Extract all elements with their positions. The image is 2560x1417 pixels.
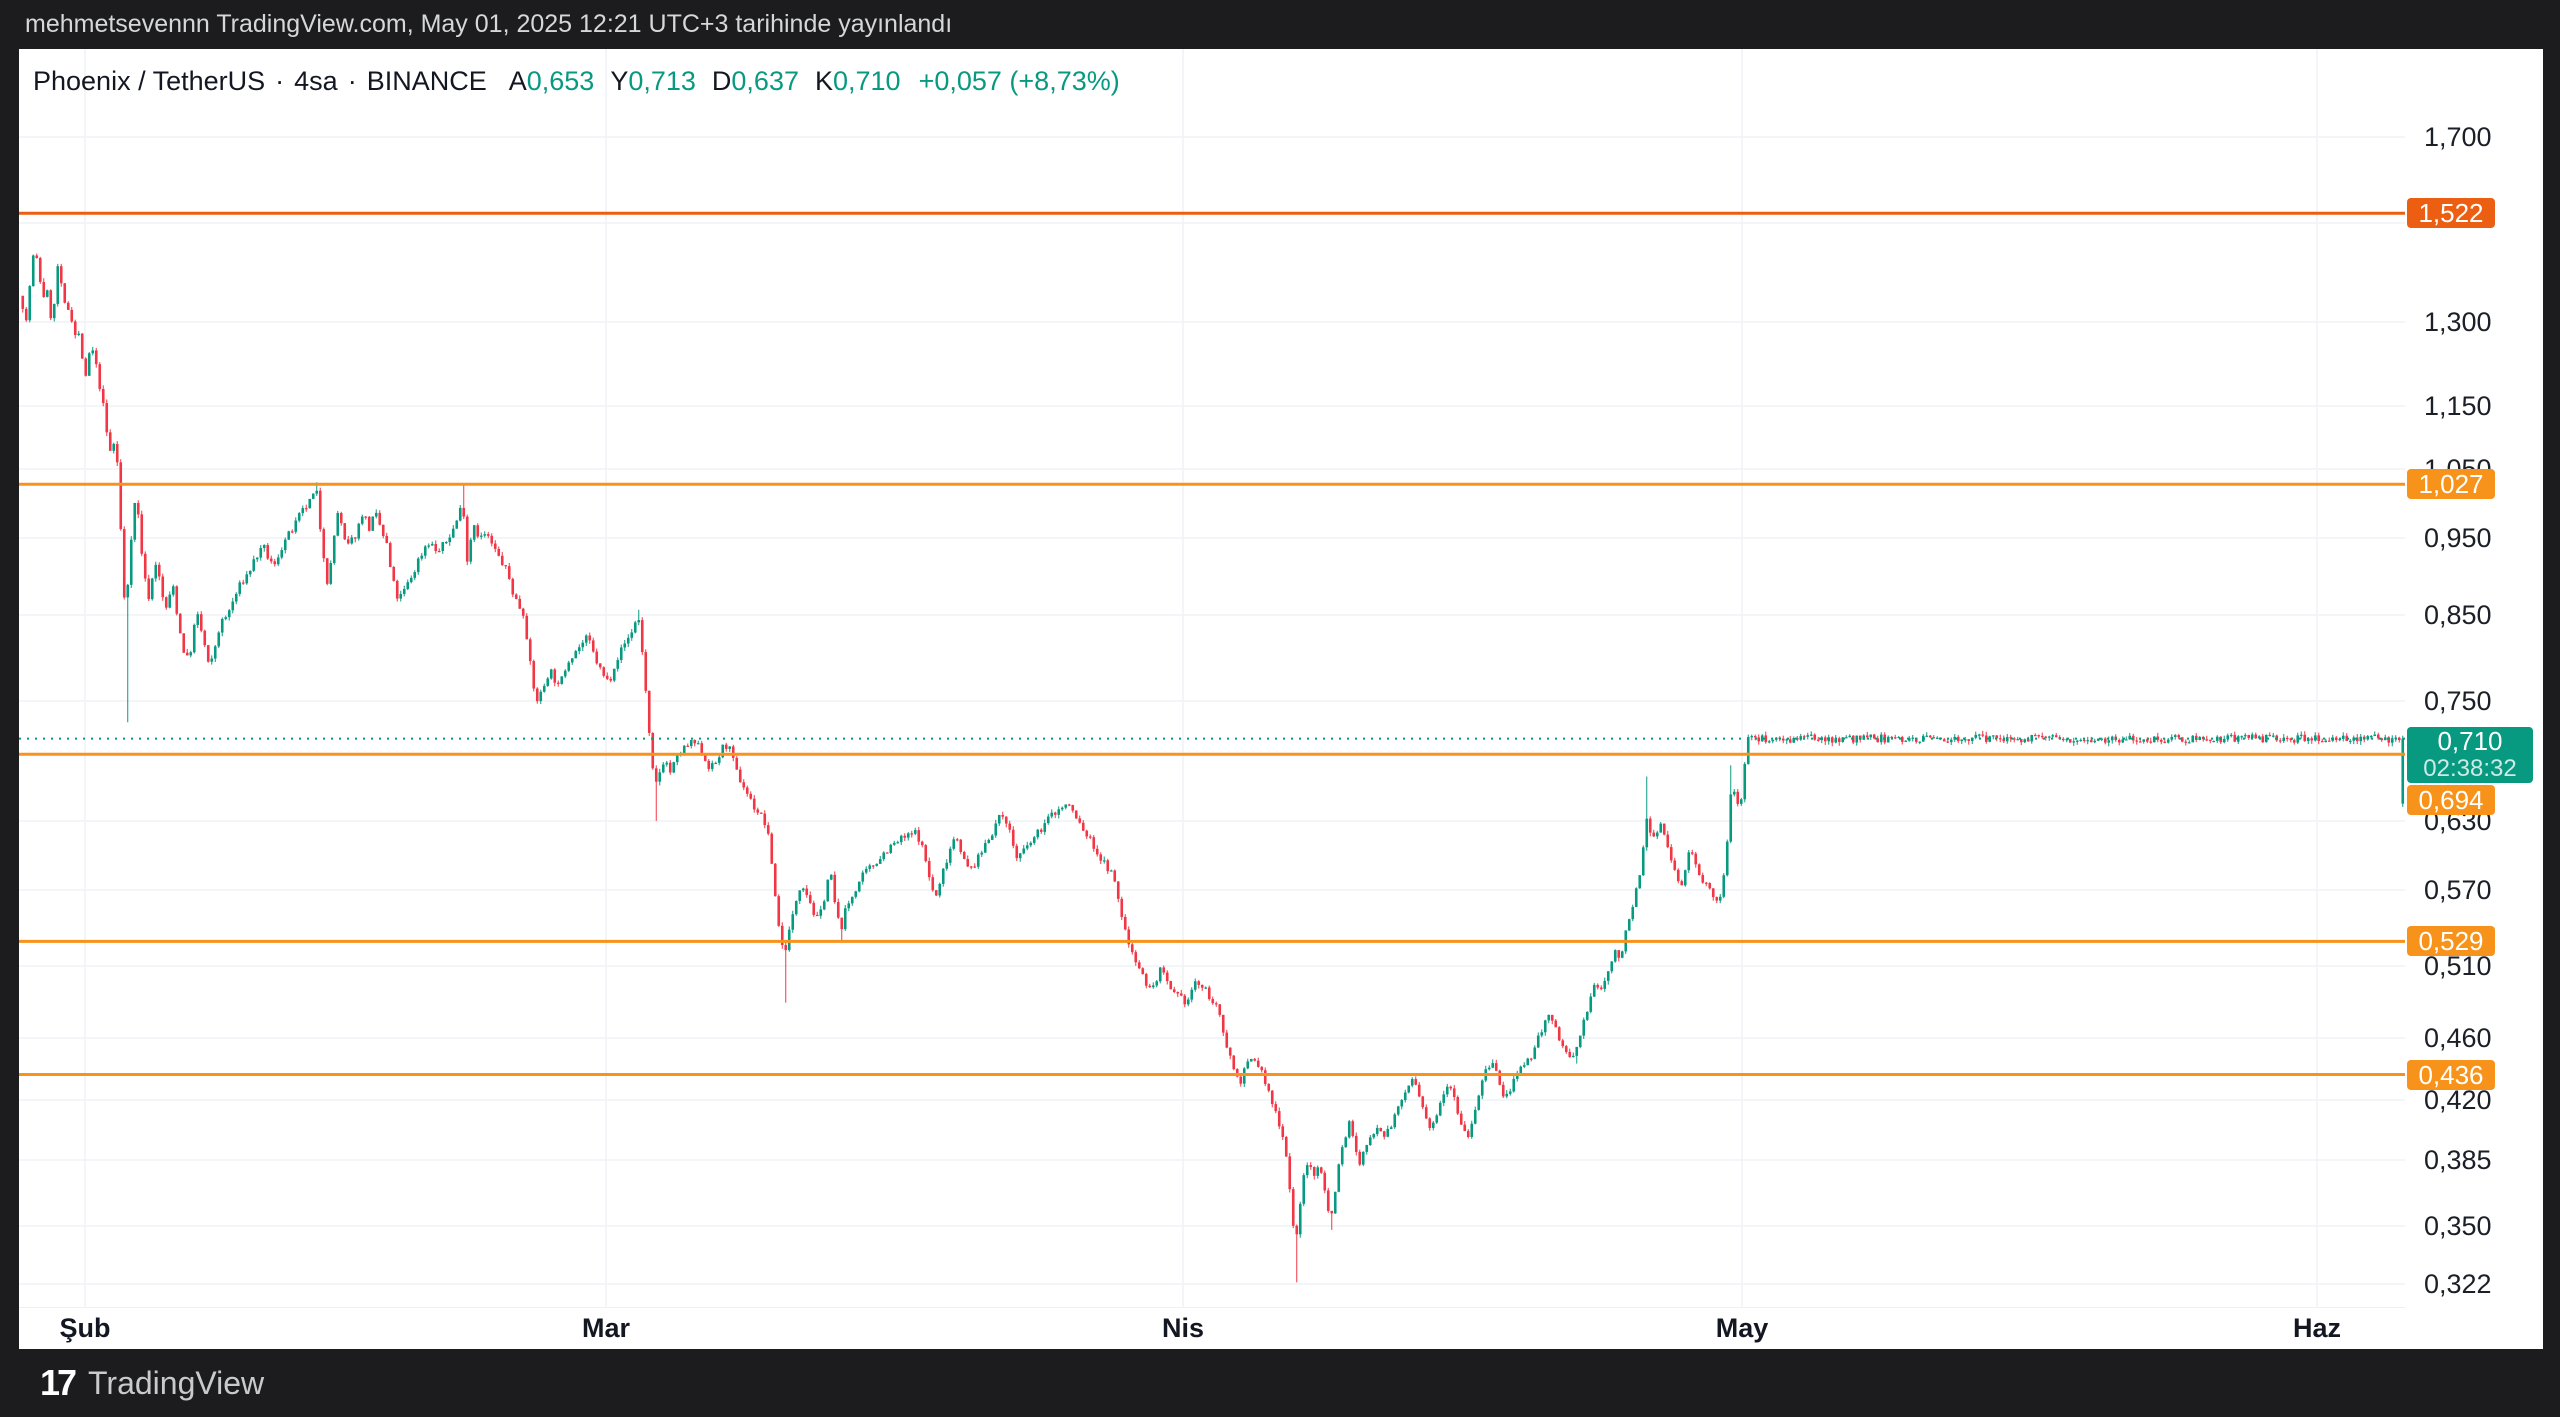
level-price-badge: 1,522	[2407, 198, 2495, 228]
time-label: Şub	[59, 1313, 111, 1343]
publish-text: mehmetsevennn TradingView.com, May 01, 2…	[25, 10, 953, 38]
ohlc-pair: A0,653	[509, 66, 595, 97]
ohlc-values: A0,653 Y0,713 D0,637 K0,710	[509, 66, 917, 97]
level-price-badge: 0,529	[2407, 926, 2495, 956]
footer-bar: 17 TradingView	[0, 1349, 2560, 1417]
tradingview-brand[interactable]: TradingView	[88, 1364, 265, 1401]
chart-legend: Phoenix / TetherUS · 4sa · BINANCE A0,65…	[33, 66, 1120, 96]
price-tick: 0,570	[2424, 875, 2492, 905]
bar-countdown: 02:38:32	[2423, 755, 2517, 782]
level-price-badge: 1,027	[2407, 469, 2495, 499]
price-change: +0,057 (+8,73%)	[918, 65, 1120, 96]
price-tick: 0,385	[2424, 1145, 2492, 1175]
price-tick: 0,322	[2424, 1269, 2492, 1299]
price-axis[interactable]: 0,710 02:38:32 1,7001,3001,1501,0500,950…	[2405, 49, 2543, 1307]
price-tick: 0,460	[2424, 1023, 2492, 1053]
ohlc-label: A	[508, 65, 527, 96]
time-label: Mar	[581, 1313, 631, 1343]
time-axis[interactable]: Şub Mar Nis May Haz	[19, 1307, 2405, 1349]
ohlc-label: K	[814, 65, 833, 96]
time-label: Nis	[1161, 1313, 1205, 1343]
ohlc-value: 0,710	[833, 65, 901, 96]
price-tick: 0,750	[2424, 686, 2492, 716]
time-label: May	[1715, 1313, 1769, 1343]
last-price-value: 0,710	[2437, 726, 2503, 756]
ohlc-value: 0,637	[731, 65, 799, 96]
price-tick: 1,300	[2424, 307, 2492, 337]
chart-card: Phoenix / TetherUS · 4sa · BINANCE A0,65…	[19, 49, 2543, 1349]
candlestick-chart[interactable]	[19, 49, 2405, 1307]
interval-label[interactable]: 4sa	[294, 65, 338, 96]
exchange-label: BINANCE	[366, 65, 487, 96]
ohlc-pair: D0,637	[712, 66, 799, 97]
ohlc-pair: K0,710	[815, 66, 901, 97]
ohlc-value: 0,713	[628, 65, 696, 96]
price-tick: 1,700	[2424, 122, 2492, 152]
ohlc-pair: Y0,713	[610, 66, 696, 97]
ohlc-label: D	[711, 65, 732, 96]
price-tick: 0,510	[2424, 951, 2492, 981]
price-tick: 0,950	[2424, 523, 2492, 553]
price-tick: 1,150	[2424, 391, 2492, 421]
ohlc-label: Y	[610, 65, 629, 96]
price-tick: 0,350	[2424, 1211, 2492, 1241]
price-tick: 0,420	[2424, 1085, 2492, 1115]
publish-bar: mehmetsevennn TradingView.com, May 01, 2…	[0, 0, 2560, 49]
tradingview-logo[interactable]: 17	[40, 1362, 77, 1403]
separator-dot: ·	[275, 65, 285, 96]
symbol-title[interactable]: Phoenix / TetherUS	[33, 65, 266, 96]
time-label: Haz	[2292, 1313, 2342, 1343]
level-price-badge: 0,436	[2407, 1060, 2495, 1090]
separator-dot: ·	[347, 65, 357, 96]
last-price-badge: 0,710 02:38:32	[2407, 727, 2533, 783]
level-price-badge: 0,694	[2407, 785, 2495, 815]
price-tick: 0,850	[2424, 600, 2492, 630]
ohlc-value: 0,653	[526, 65, 595, 96]
